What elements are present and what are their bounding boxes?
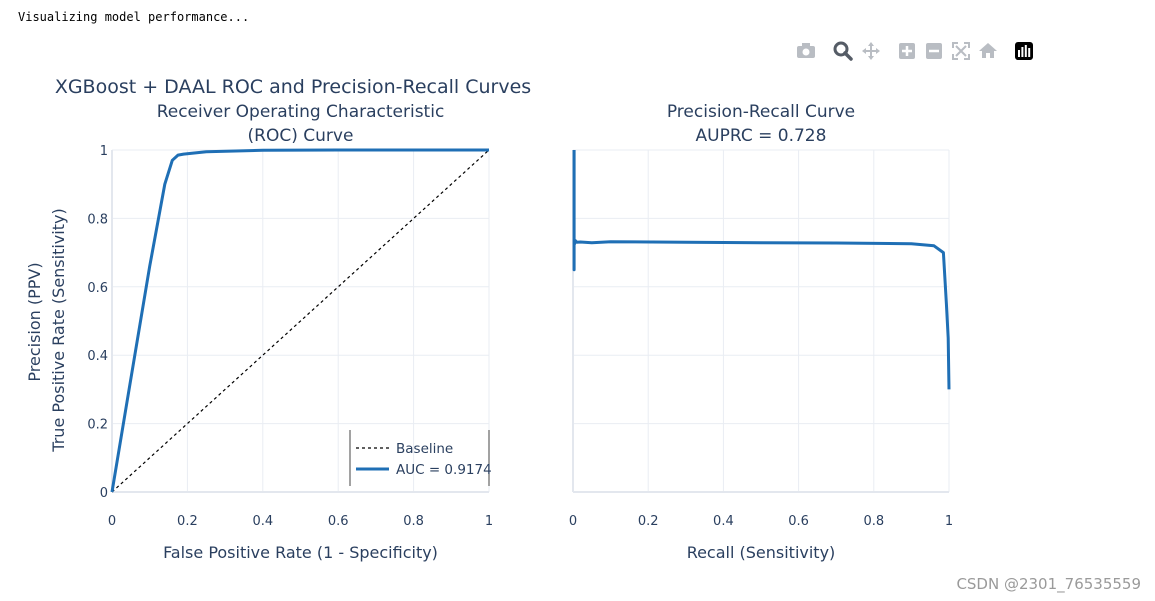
x-tick-label: 0.4 <box>252 514 273 529</box>
pr-y-axis-label: Precision (PPV) <box>25 262 44 381</box>
legend[interactable]: Baseline AUC = 0.9174 <box>349 430 492 486</box>
pan-arrows <box>862 42 880 60</box>
x-axis-label: Recall (Sensitivity) <box>687 543 836 562</box>
camera-top <box>802 43 810 47</box>
console-output: Visualizing model performance... <box>18 10 250 24</box>
watermark: CSDN @2301_76535559 <box>956 575 1141 593</box>
home-glyph <box>979 43 997 58</box>
subplot-title: Receiver Operating Characteristic <box>157 102 445 122</box>
x-tick-label: 0.6 <box>328 514 349 529</box>
modebar: Download plot as png Zoom Pan Zoom in Zoom o… <box>797 41 1033 61</box>
x-axis-label: False Positive Rate (1 - Specificity) <box>163 543 438 562</box>
logo-bar <box>1028 48 1031 57</box>
logo-bar <box>1018 50 1020 57</box>
autoscale-icon[interactable]: Autoscale <box>952 42 970 60</box>
home-icon[interactable]: Reset axes <box>979 43 997 58</box>
legend-label: Baseline <box>396 441 453 457</box>
camera-lens <box>802 48 810 56</box>
pr-subplot[interactable]: 0 0.2 0.4 0.6 0.8 1 Precision-Recall Curve AUPR… <box>569 102 953 562</box>
plotly-logo-icon[interactable]: Produced with Plotly <box>1015 42 1033 60</box>
y-tick-label: 0.2 <box>87 418 108 433</box>
y-tick-label: 0 <box>100 486 108 501</box>
roc-y-axis-label: True Positive Rate (Sensitivity) <box>49 208 68 452</box>
x-tick-label: 0.8 <box>403 514 424 529</box>
pan-icon[interactable]: Pan <box>862 42 880 60</box>
logo-bg <box>1015 42 1033 60</box>
zoom-glass <box>833 41 849 57</box>
zoom-handle <box>843 51 853 61</box>
x-tick-label: 1 <box>945 514 953 529</box>
roc-subplot[interactable]: 0 0.2 0.4 0.6 0.8 1 0 0.2 0.4 0.6 0.8 1 Receiver Ope… <box>49 102 493 562</box>
legend-item[interactable]: Baseline <box>356 441 453 457</box>
figure-title: XGBoost + DAAL ROC and Precision-Recall … <box>55 76 531 98</box>
logo-bar <box>1021 47 1024 57</box>
x-tick-label: 0 <box>569 514 577 529</box>
curve-series-line <box>110 148 489 493</box>
subplot-title: (ROC) Curve <box>248 126 354 146</box>
y-tick-label: 0.6 <box>87 281 108 296</box>
baseline-series-line <box>111 149 490 493</box>
x-tick-label: 0.2 <box>638 514 659 529</box>
zoom-out-icon[interactable]: Zoom out <box>926 43 942 59</box>
logo-bar <box>1024 45 1027 57</box>
x-tick-label: 0.8 <box>863 514 884 529</box>
zoom-in-plus <box>902 46 912 56</box>
x-tick-label: 0.2 <box>177 514 198 529</box>
subplot-title: Precision-Recall Curve <box>667 102 855 122</box>
zoom-icon[interactable]: Zoom <box>833 41 853 61</box>
x-tick-label: 0 <box>108 514 116 529</box>
y-tick-label: 1 <box>100 144 108 159</box>
y-tick-label: 0.8 <box>87 212 108 227</box>
y-tick-label: 0.4 <box>87 349 108 364</box>
legend-item[interactable]: AUC = 0.9174 <box>356 462 492 478</box>
x-tick-label: 0.4 <box>713 514 734 529</box>
x-tick-label: 1 <box>485 514 493 529</box>
curve-series-line <box>572 150 951 390</box>
x-tick-label: 0.6 <box>788 514 809 529</box>
autoscale-glyph <box>952 42 970 60</box>
zoom-in-icon[interactable]: Zoom in <box>899 43 915 59</box>
camera-icon[interactable]: Download plot as png <box>797 43 815 58</box>
subplot-title: AUPRC = 0.728 <box>696 126 827 146</box>
legend-label: AUC = 0.9174 <box>396 462 492 478</box>
